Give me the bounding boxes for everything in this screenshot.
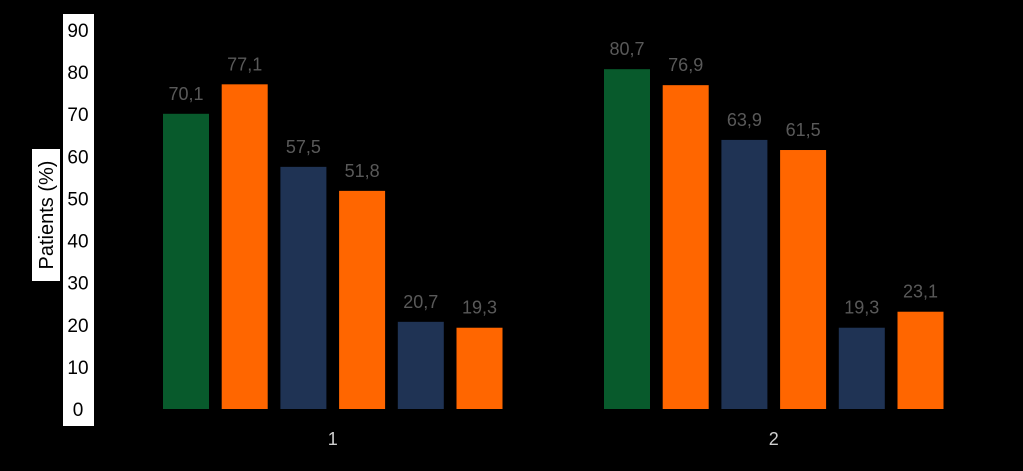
y-tick-label: 40 — [67, 232, 88, 253]
data-label-1-6: 19,3 — [462, 298, 497, 318]
y-axis: 0 10 20 30 40 50 60 70 80 90 — [63, 14, 94, 426]
bar-2-2 — [662, 85, 709, 409]
bar-1-5 — [397, 321, 444, 409]
bar-2-1 — [604, 69, 650, 409]
data-label-2-3: 63,9 — [727, 110, 762, 130]
bar-1-6 — [456, 327, 503, 409]
bar-1-3 — [280, 166, 327, 409]
bar-2-6 — [897, 311, 944, 409]
data-label-1-3: 57,5 — [286, 137, 321, 157]
y-tick-label: 60 — [67, 147, 88, 168]
y-tick-label: 50 — [67, 189, 88, 210]
y-tick-label: 80 — [67, 63, 88, 84]
data-label-2-5: 19,3 — [844, 298, 879, 318]
y-tick-label: 0 — [73, 400, 84, 421]
bars — [163, 69, 944, 409]
data-label-1-2: 77,1 — [227, 54, 262, 74]
y-tick-label: 30 — [67, 274, 88, 295]
y-axis-title: Patients (%) — [36, 161, 58, 270]
y-axis-title-box — [32, 149, 60, 281]
data-labels: 70,1 77,1 57,5 51,8 20,7 19,3 80,7 76,9 63,9 61,5… — [168, 39, 938, 318]
category-label: 2 — [769, 429, 779, 449]
y-axis-title-group: Patients (%) — [32, 149, 60, 281]
y-tick-label: 70 — [67, 105, 88, 126]
bar-2-5 — [838, 327, 885, 409]
data-label-1-5: 20,7 — [403, 292, 438, 312]
y-tick-label: 20 — [67, 316, 88, 337]
category-label: 1 — [328, 429, 338, 449]
data-label-2-6: 23,1 — [903, 282, 938, 302]
bar-2-4 — [780, 150, 827, 409]
data-label-2-1: 80,7 — [609, 39, 644, 59]
data-label-1-4: 51,8 — [345, 161, 380, 181]
bar-2-3 — [721, 139, 768, 409]
data-label-2-2: 76,9 — [668, 55, 703, 75]
bar-1-4 — [339, 190, 386, 409]
data-label-2-4: 61,5 — [786, 120, 821, 140]
bar-1-2 — [221, 84, 268, 409]
y-tick-label: 10 — [67, 358, 88, 379]
bar-1-1 — [163, 113, 209, 409]
data-label-1-1: 70,1 — [168, 84, 203, 104]
y-axis-tick-panel — [63, 14, 94, 426]
y-tick-label: 90 — [67, 21, 88, 42]
